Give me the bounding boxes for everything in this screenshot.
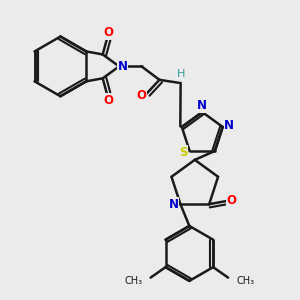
Text: N: N <box>224 119 234 132</box>
Text: O: O <box>104 26 114 39</box>
Text: N: N <box>118 60 128 73</box>
Text: O: O <box>104 94 114 106</box>
Text: N: N <box>197 99 207 112</box>
Text: O: O <box>136 89 146 102</box>
Text: S: S <box>179 146 187 159</box>
Text: CH₃: CH₃ <box>124 276 142 286</box>
Text: O: O <box>226 194 237 207</box>
Text: N: N <box>169 198 179 211</box>
Text: CH₃: CH₃ <box>236 276 255 286</box>
Text: H: H <box>177 70 185 80</box>
